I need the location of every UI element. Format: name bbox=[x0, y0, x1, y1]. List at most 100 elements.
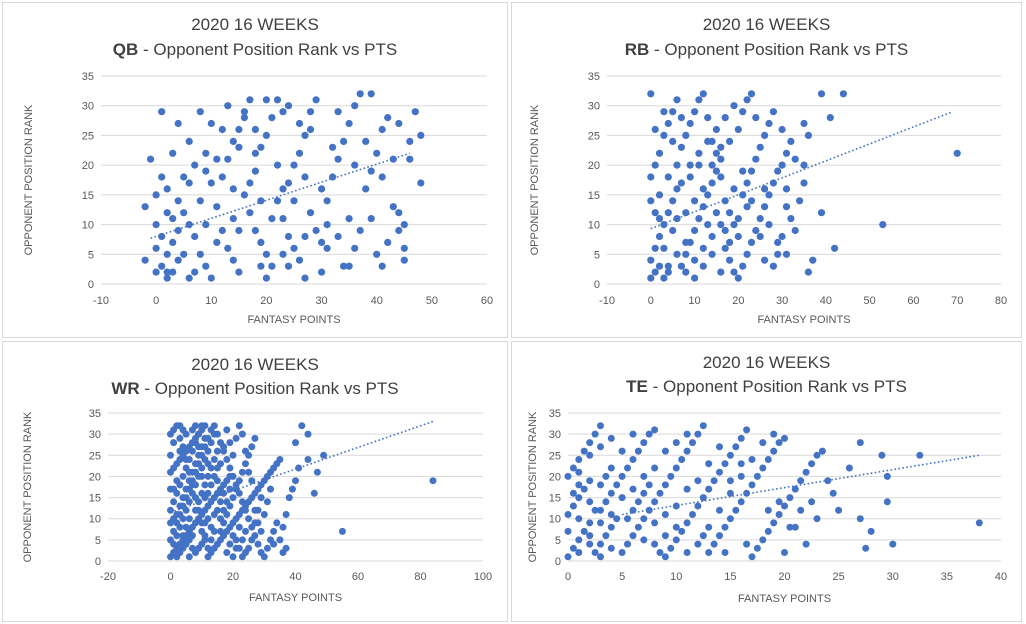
data-point bbox=[677, 143, 685, 151]
data-point bbox=[683, 485, 691, 493]
data-point bbox=[845, 464, 853, 472]
data-point bbox=[694, 502, 702, 510]
data-point bbox=[245, 515, 253, 523]
data-point bbox=[229, 494, 237, 502]
data-point bbox=[306, 209, 315, 217]
data-point bbox=[251, 149, 259, 157]
data-point bbox=[251, 226, 259, 235]
data-point bbox=[201, 519, 209, 527]
data-point bbox=[739, 262, 747, 270]
data-point bbox=[173, 511, 181, 518]
data-point bbox=[207, 439, 215, 447]
data-point bbox=[705, 460, 713, 468]
data-point bbox=[726, 209, 734, 217]
data-point bbox=[174, 226, 182, 235]
data-point bbox=[817, 209, 826, 217]
y-tick-label: 10 bbox=[588, 220, 600, 232]
data-point bbox=[651, 209, 659, 217]
data-point bbox=[180, 209, 188, 217]
data-point bbox=[334, 108, 342, 116]
data-point bbox=[712, 167, 720, 175]
y-axis-label: OPPONENT POSITION RANK bbox=[527, 411, 539, 562]
data-point bbox=[290, 244, 298, 252]
data-point bbox=[179, 532, 187, 540]
data-point bbox=[180, 250, 188, 258]
data-point bbox=[273, 96, 282, 104]
data-point bbox=[953, 149, 961, 157]
data-point bbox=[218, 226, 226, 235]
data-point bbox=[196, 197, 204, 205]
data-point bbox=[263, 498, 271, 506]
y-tick-label: 15 bbox=[89, 493, 101, 505]
data-point bbox=[229, 137, 237, 145]
trendline bbox=[650, 110, 954, 230]
data-point bbox=[329, 143, 337, 151]
data-point bbox=[273, 197, 282, 205]
data-point bbox=[345, 119, 353, 128]
data-point bbox=[207, 119, 215, 128]
data-point bbox=[743, 96, 751, 104]
data-point bbox=[647, 256, 655, 264]
data-point bbox=[661, 511, 669, 518]
data-point bbox=[248, 536, 256, 544]
data-point bbox=[220, 443, 228, 451]
data-point bbox=[257, 527, 265, 535]
data-point bbox=[664, 209, 672, 217]
data-point bbox=[204, 447, 212, 455]
chart-subtitle: WR - Opponent Position Rank vs PTS bbox=[111, 379, 398, 398]
data-point bbox=[279, 250, 287, 258]
data-point bbox=[655, 232, 664, 241]
data-point bbox=[704, 137, 712, 145]
scatter-chart: 2020 16 WEEKS QB - Opponent Position Rank… bbox=[23, 15, 493, 326]
data-point bbox=[808, 498, 816, 506]
data-point bbox=[624, 515, 631, 523]
data-point bbox=[235, 477, 243, 485]
data-point bbox=[686, 173, 694, 181]
data-point bbox=[378, 173, 386, 181]
y-tick-label: 30 bbox=[89, 429, 101, 441]
data-point bbox=[645, 481, 653, 489]
x-tick-label: 80 bbox=[995, 295, 1007, 307]
data-point bbox=[774, 238, 782, 246]
data-point bbox=[195, 430, 203, 438]
data-point bbox=[664, 268, 672, 276]
data-point bbox=[761, 256, 769, 264]
data-point bbox=[586, 451, 594, 459]
chart-title: 2020 16 WEEKS bbox=[703, 353, 831, 372]
data-point bbox=[597, 422, 604, 430]
data-point bbox=[651, 244, 659, 252]
data-point bbox=[217, 515, 224, 523]
data-point bbox=[301, 131, 309, 139]
data-point bbox=[400, 256, 408, 264]
data-point bbox=[694, 540, 702, 548]
data-point bbox=[152, 244, 160, 252]
data-point bbox=[769, 108, 777, 116]
data-point bbox=[669, 226, 677, 235]
data-point bbox=[282, 544, 290, 552]
chart-subtitle: QB - Opponent Position Rank vs PTS bbox=[113, 40, 397, 59]
data-point bbox=[752, 155, 760, 163]
y-tick-label: 20 bbox=[82, 160, 94, 172]
data-point bbox=[173, 477, 181, 485]
data-point bbox=[373, 250, 381, 258]
data-point bbox=[694, 430, 702, 438]
data-point bbox=[356, 90, 364, 98]
data-point bbox=[318, 238, 326, 246]
data-point bbox=[647, 197, 655, 205]
y-axis-label: OPPONENT POSITION RANK bbox=[23, 104, 35, 255]
data-point bbox=[268, 114, 276, 122]
data-point bbox=[721, 549, 729, 556]
data-point bbox=[262, 274, 270, 282]
data-point bbox=[306, 125, 315, 134]
data-point bbox=[708, 232, 716, 241]
data-point bbox=[224, 155, 232, 163]
data-point bbox=[312, 226, 320, 235]
data-point bbox=[176, 447, 184, 455]
data-point bbox=[323, 197, 331, 205]
data-point bbox=[748, 456, 756, 463]
data-point bbox=[716, 468, 723, 476]
data-point bbox=[167, 506, 174, 514]
y-tick-label: 35 bbox=[588, 71, 600, 83]
y-tick-label: 0 bbox=[555, 556, 561, 568]
y-tick-label: 20 bbox=[549, 471, 561, 483]
